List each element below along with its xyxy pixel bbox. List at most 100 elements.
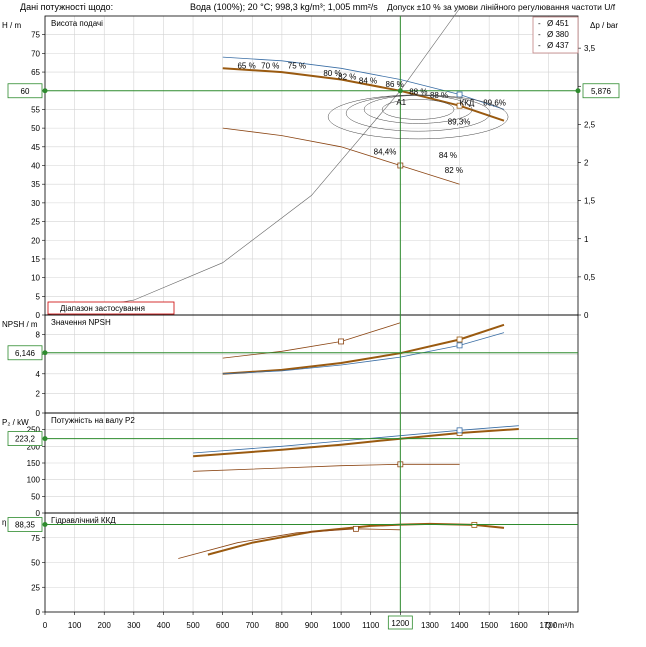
efficiency-contour-label: 75 % bbox=[288, 61, 306, 70]
efficiency-contour-label: ККД bbox=[460, 99, 475, 108]
header-center: Вода (100%); 20 °C; 998,3 kg/m³; 1,005 m… bbox=[190, 2, 378, 12]
xtick-label: 1000 bbox=[332, 621, 350, 630]
power-series-437 bbox=[193, 428, 519, 458]
npsh-ylabel: NPSH / m bbox=[2, 320, 38, 329]
efficiency-ytick-label: 0 bbox=[36, 608, 41, 617]
efficiency-contour-label: 65 % bbox=[237, 61, 255, 70]
legend-box bbox=[532, 16, 579, 54]
efficiency-contour-label: 84 % bbox=[439, 151, 457, 160]
legend-dash: - bbox=[538, 30, 541, 39]
efficiency-contour-label: 82 % bbox=[445, 166, 463, 175]
power-series-marker bbox=[456, 427, 463, 434]
head-ytick-label: 0 bbox=[36, 311, 41, 320]
head-readout-value: 60 bbox=[21, 87, 30, 96]
xtick-label: 1300 bbox=[421, 621, 439, 630]
npsh-ytick-label: 8 bbox=[36, 331, 41, 340]
xtick-label: 1400 bbox=[451, 621, 469, 630]
xtick-label: 1100 bbox=[362, 621, 380, 630]
duty-point-readout-value: 1200 bbox=[391, 619, 409, 628]
xtick-label: 1500 bbox=[480, 621, 498, 630]
head-ylabel: H / m bbox=[2, 21, 21, 30]
efficiency-contour bbox=[381, 99, 455, 120]
head-ytick-label: 55 bbox=[31, 105, 40, 114]
head-readout-right-box bbox=[582, 83, 620, 99]
legend-entry: Ø 451 bbox=[547, 19, 569, 28]
xtick-label: 400 bbox=[157, 621, 171, 630]
npsh-series-marker bbox=[338, 338, 345, 345]
power-ylabel: P₂ / kW bbox=[2, 418, 29, 427]
xtick-label: 100 bbox=[68, 621, 82, 630]
power-ytick-label: 250 bbox=[27, 426, 41, 435]
power-ytick-label: 150 bbox=[27, 459, 41, 468]
npsh-ytick-label: 4 bbox=[36, 370, 41, 379]
xtick-label: 200 bbox=[98, 621, 112, 630]
efficiency-contour bbox=[363, 95, 473, 124]
header-left: Дані потужності щодо: bbox=[20, 2, 114, 12]
efficiency-contour-label: 70 % bbox=[261, 61, 279, 70]
head-ytick-label: 35 bbox=[31, 180, 40, 189]
efficiency-contour-label: 86 % bbox=[386, 80, 404, 89]
npsh-readout-box bbox=[7, 345, 43, 361]
xtick-label: 0 bbox=[43, 621, 48, 630]
head-ytick-label: 45 bbox=[31, 143, 40, 152]
head-ytick-label: 30 bbox=[31, 199, 40, 208]
duty-point-dot bbox=[397, 88, 403, 94]
head-readout-box bbox=[7, 83, 43, 99]
head-ytick-label: 75 bbox=[31, 31, 40, 40]
head-ytick-label: 20 bbox=[31, 236, 40, 245]
efficiency-contour bbox=[345, 94, 491, 132]
power-panel-title: Потужність на валу P2 bbox=[51, 416, 135, 425]
efficiency-contour bbox=[327, 94, 509, 140]
npsh-readout-value: 6,146 bbox=[15, 349, 36, 358]
head-ytick-label: 65 bbox=[31, 68, 40, 77]
efficiency-contour-label: 82 % bbox=[338, 73, 356, 82]
head-ytick-label: 40 bbox=[31, 162, 40, 171]
xtick-label: 600 bbox=[216, 621, 230, 630]
efficiency-readout-dot bbox=[42, 522, 48, 528]
npsh-ytick-label: 2 bbox=[36, 389, 41, 398]
power-ytick-label: 50 bbox=[31, 492, 40, 501]
efficiency-contour-label: 84 % bbox=[359, 76, 377, 85]
efficiency-contour-label: 89,6% bbox=[483, 99, 506, 108]
efficiency-ytick-label: 75 bbox=[31, 534, 40, 543]
xtick-label: 700 bbox=[246, 621, 260, 630]
npsh-series-380 bbox=[222, 322, 401, 359]
head-series-451 bbox=[222, 56, 505, 110]
head-readout-dot bbox=[42, 88, 48, 94]
power-readout-box bbox=[7, 431, 43, 447]
power-ytick-label: 200 bbox=[27, 442, 41, 451]
power-series-380 bbox=[193, 463, 460, 472]
head-series-437 bbox=[222, 67, 505, 122]
head-yright-tick-label: 2 bbox=[584, 159, 589, 168]
efficiency-ytick-label: 25 bbox=[31, 583, 40, 592]
legend-entry: Ø 437 bbox=[547, 41, 569, 50]
efficiency-readout-value: 88,35 bbox=[15, 521, 36, 530]
efficiency-contour-label: 88 % bbox=[409, 87, 427, 96]
efficiency-contour-label: 80 % bbox=[323, 69, 341, 78]
head-yright-tick-label: 1,5 bbox=[584, 197, 596, 206]
xtick-label: 1700 bbox=[539, 621, 557, 630]
xtick-label: 800 bbox=[275, 621, 289, 630]
npsh-series-451 bbox=[222, 332, 505, 375]
head-series-marker bbox=[456, 91, 463, 98]
power-ytick-label: 0 bbox=[36, 509, 41, 518]
head-series-marker bbox=[456, 102, 463, 109]
power-ytick-label: 100 bbox=[27, 476, 41, 485]
head-ytick-label: 10 bbox=[31, 274, 40, 283]
efficiency-series-marker bbox=[353, 525, 359, 532]
legend-dash: - bbox=[538, 19, 541, 28]
xtick-label: 1600 bbox=[510, 621, 528, 630]
xtick-label: 900 bbox=[305, 621, 319, 630]
head-ytick-label: 25 bbox=[31, 218, 40, 227]
head-ytick-label: 50 bbox=[31, 124, 40, 133]
npsh-readout-dot bbox=[42, 350, 48, 356]
header-right: Допуск ±10 % за умови лінійного регулюва… bbox=[387, 2, 616, 12]
head-ytick-label: 15 bbox=[31, 255, 40, 264]
power-readout-dot bbox=[42, 436, 48, 442]
efficiency-panel-title: Гідравлічний ККД bbox=[51, 516, 116, 525]
npsh-series-437 bbox=[222, 323, 505, 375]
head-ylabel-right: Δp / bar bbox=[590, 21, 618, 30]
head-series-380 bbox=[222, 127, 460, 185]
legend-entry: Ø 380 bbox=[547, 30, 569, 39]
